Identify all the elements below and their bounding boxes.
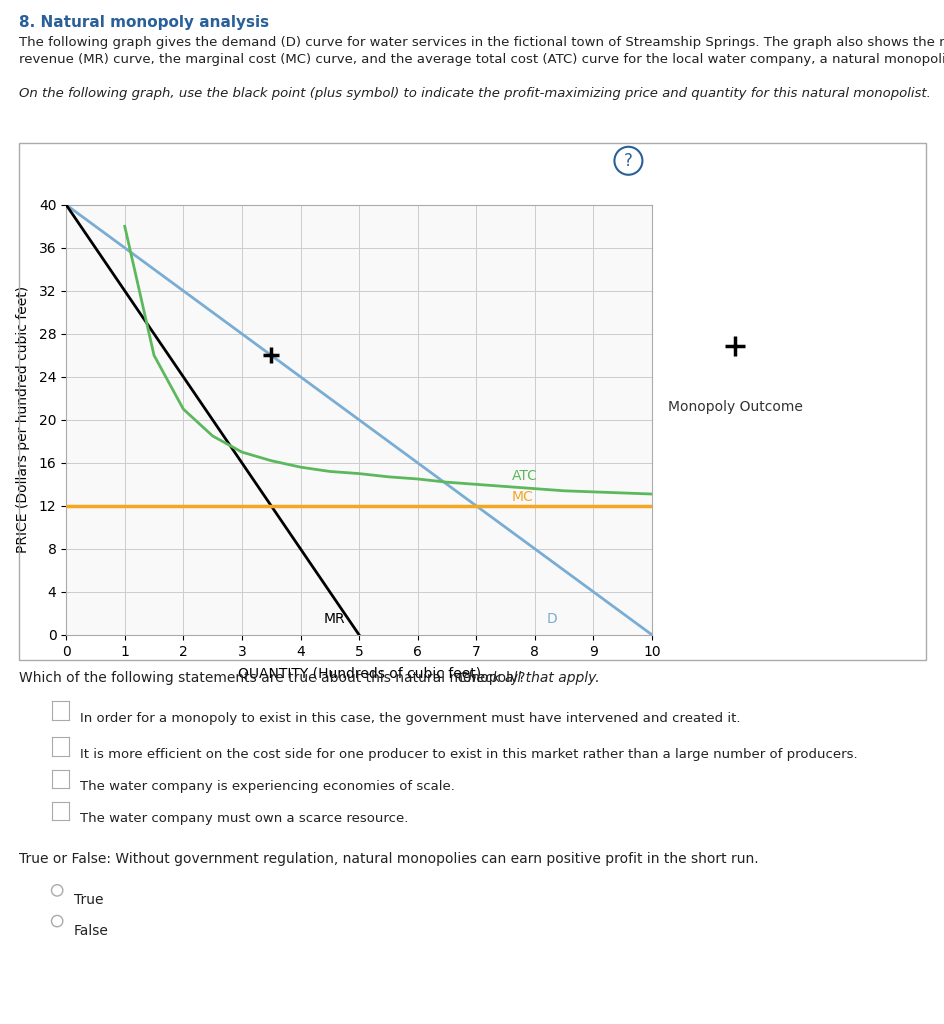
Text: The water company is experiencing economies of scale.: The water company is experiencing econom…	[80, 780, 455, 794]
Text: On the following graph, use the black point (plus symbol) to indicate the profit: On the following graph, use the black po…	[19, 87, 930, 100]
Text: MC: MC	[511, 490, 532, 504]
Text: ?: ?	[623, 152, 632, 170]
Text: True: True	[74, 893, 103, 907]
Y-axis label: PRICE (Dollars per hundred cubic feet): PRICE (Dollars per hundred cubic feet)	[16, 287, 30, 553]
Text: Monopoly Outcome: Monopoly Outcome	[667, 400, 801, 414]
Text: 8. Natural monopoly analysis: 8. Natural monopoly analysis	[19, 15, 269, 31]
Text: revenue (MR) curve, the marginal cost (MC) curve, and the average total cost (AT: revenue (MR) curve, the marginal cost (M…	[19, 53, 944, 67]
Text: It is more efficient on the cost side for one producer to exist in this market r: It is more efficient on the cost side fo…	[80, 748, 857, 761]
Text: ATC: ATC	[511, 469, 537, 482]
Text: True or False: Without government regulation, natural monopolies can earn positi: True or False: Without government regula…	[19, 852, 758, 866]
Text: D: D	[546, 611, 557, 626]
Text: The following graph gives the demand (D) curve for water services in the fiction: The following graph gives the demand (D)…	[19, 36, 944, 49]
Text: Which of the following statements are true about this natural monopoly?: Which of the following statements are tr…	[19, 671, 530, 685]
Text: MR: MR	[324, 611, 346, 626]
Text: The water company must own a scarce resource.: The water company must own a scarce reso…	[80, 812, 408, 825]
X-axis label: QUANTITY (Hundreds of cubic feet): QUANTITY (Hundreds of cubic feet)	[237, 667, 480, 681]
Text: In order for a monopoly to exist in this case, the government must have interven: In order for a monopoly to exist in this…	[80, 712, 740, 725]
Text: False: False	[74, 924, 109, 938]
Text: Check all that apply.: Check all that apply.	[458, 671, 599, 685]
